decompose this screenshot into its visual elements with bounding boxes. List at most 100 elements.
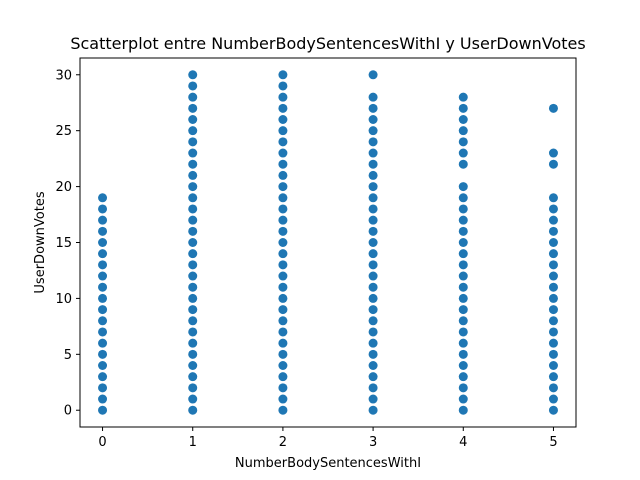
data-point (548, 226, 558, 236)
data-point (368, 126, 378, 136)
data-point (188, 238, 198, 247)
data-point (368, 338, 378, 348)
data-point (368, 103, 378, 113)
data-point (368, 215, 378, 225)
data-point (98, 372, 108, 382)
data-point (368, 372, 378, 382)
data-point (278, 81, 288, 91)
x-tick-label: 4 (459, 435, 467, 450)
data-point (368, 115, 378, 124)
data-point (368, 293, 378, 303)
x-tick-label: 0 (98, 435, 106, 450)
plot-frame (79, 57, 577, 428)
data-point (368, 170, 378, 180)
data-point (188, 170, 198, 180)
data-point (98, 394, 108, 404)
data-point (188, 394, 198, 404)
x-axis-label: NumberBodySentencesWithI (235, 456, 421, 471)
data-point (98, 260, 108, 270)
data-point (188, 383, 198, 393)
data-point (368, 249, 378, 259)
data-point (188, 249, 198, 259)
data-point (278, 372, 288, 382)
data-point (458, 126, 468, 136)
data-point (548, 372, 558, 382)
data-point (458, 271, 468, 281)
data-point (188, 372, 198, 382)
data-point (548, 193, 558, 203)
data-point (368, 394, 378, 404)
data-point (368, 361, 378, 370)
data-point (368, 204, 378, 214)
data-point (98, 271, 108, 281)
data-point (98, 361, 108, 370)
data-point (278, 159, 288, 169)
data-point (548, 215, 558, 225)
data-point (278, 92, 288, 102)
data-point (368, 137, 378, 147)
data-point (278, 204, 288, 214)
data-point (188, 126, 198, 136)
data-point (458, 327, 468, 337)
data-point (188, 215, 198, 225)
data-point (548, 282, 558, 292)
data-point (458, 115, 468, 124)
y-tick-label: 10 (55, 292, 72, 307)
data-point (458, 293, 468, 303)
data-point (548, 260, 558, 270)
data-point (188, 327, 198, 337)
data-point (278, 282, 288, 292)
data-point (188, 81, 198, 91)
data-point (278, 226, 288, 236)
data-points (98, 70, 558, 415)
data-point (368, 271, 378, 281)
data-point (188, 349, 198, 359)
data-point (548, 204, 558, 214)
data-point (548, 305, 558, 315)
data-point (278, 361, 288, 370)
data-point (548, 394, 558, 404)
data-point (278, 293, 288, 303)
data-point (98, 238, 108, 247)
data-point (458, 193, 468, 203)
data-point (278, 338, 288, 348)
data-point (548, 148, 558, 158)
y-tick-label: 20 (55, 180, 72, 195)
data-point (188, 405, 198, 415)
data-point (458, 361, 468, 370)
data-point (458, 372, 468, 382)
data-point (458, 349, 468, 359)
data-point (98, 215, 108, 225)
x-tick-label: 2 (279, 435, 287, 450)
data-point (548, 361, 558, 370)
data-point (278, 383, 288, 393)
data-point (548, 383, 558, 393)
data-point (98, 305, 108, 315)
data-point (98, 383, 108, 393)
data-point (98, 405, 108, 415)
data-point (458, 204, 468, 214)
data-point (188, 260, 198, 270)
data-point (458, 226, 468, 236)
data-point (548, 338, 558, 348)
data-point (98, 338, 108, 348)
x-tick-label: 1 (189, 435, 197, 450)
data-point (98, 226, 108, 236)
data-point (278, 137, 288, 147)
data-point (278, 305, 288, 315)
data-point (458, 137, 468, 147)
data-point (548, 159, 558, 169)
x-tick-label: 5 (549, 435, 557, 450)
data-point (368, 305, 378, 315)
data-point (188, 115, 198, 124)
data-point (278, 70, 288, 80)
data-point (548, 405, 558, 415)
data-point (278, 193, 288, 203)
data-point (458, 159, 468, 169)
y-tick-label: 5 (64, 348, 72, 363)
data-point (548, 316, 558, 326)
data-point (188, 361, 198, 370)
data-point (368, 226, 378, 236)
data-point (458, 383, 468, 393)
